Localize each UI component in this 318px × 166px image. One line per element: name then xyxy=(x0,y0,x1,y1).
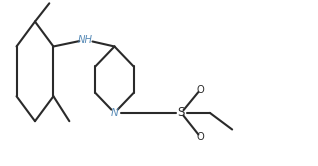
Text: S: S xyxy=(177,106,185,119)
Text: N: N xyxy=(111,108,118,118)
Text: NH: NH xyxy=(78,35,93,45)
Text: O: O xyxy=(197,85,204,95)
Text: O: O xyxy=(197,132,204,142)
